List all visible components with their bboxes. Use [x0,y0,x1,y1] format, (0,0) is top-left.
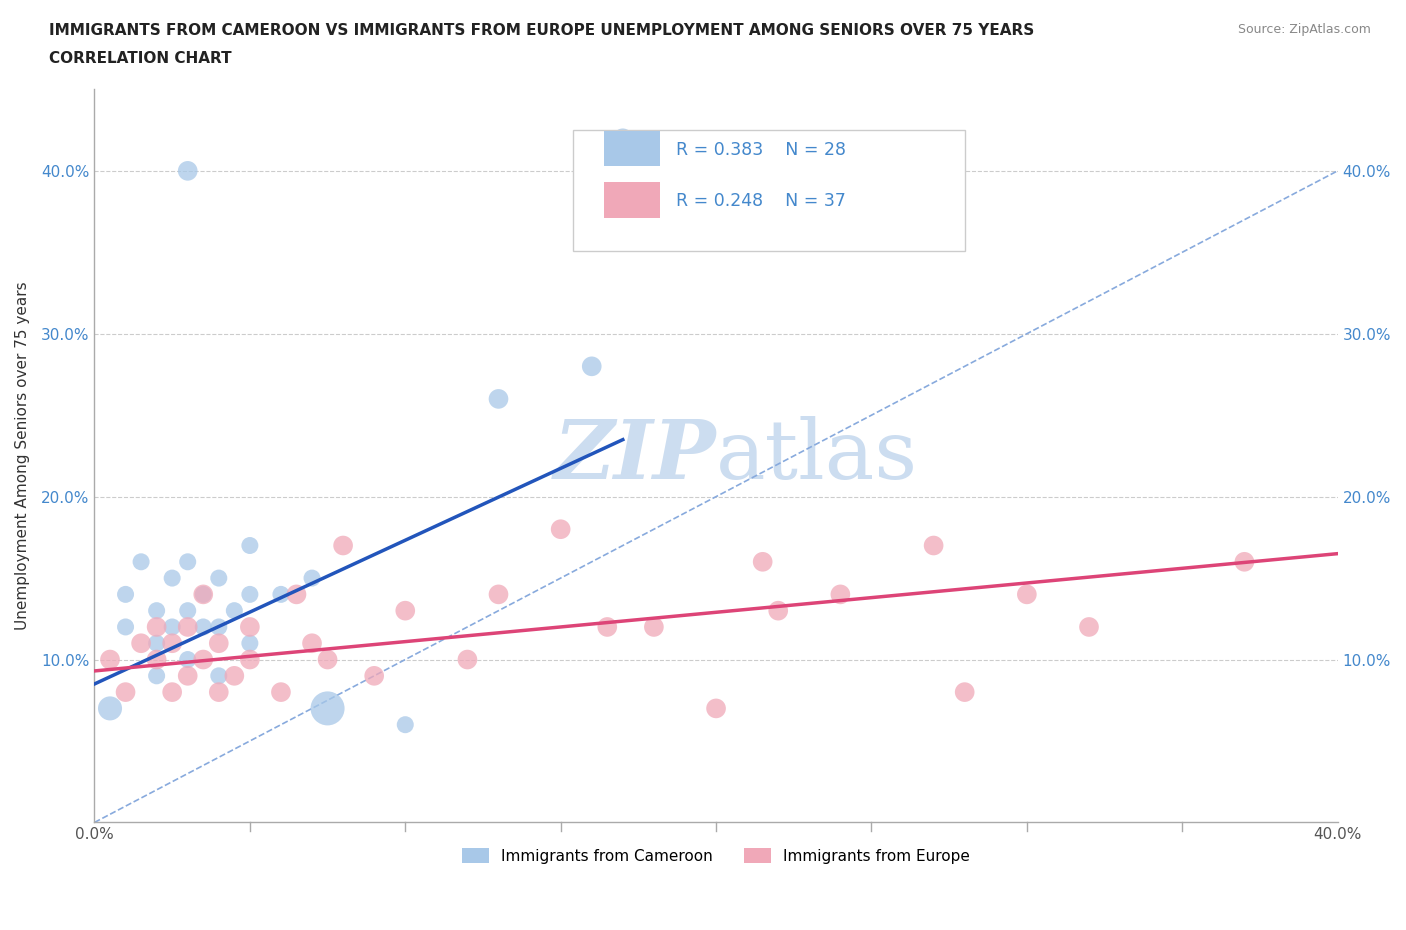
Point [332,538,354,553]
Point [239,538,262,553]
Point [177,604,200,618]
Point [581,359,603,374]
Point [224,604,246,618]
Bar [605,182,659,218]
Point [239,652,262,667]
Point [394,604,416,618]
Point [239,636,262,651]
Point [239,587,262,602]
Point [129,636,152,651]
Point [177,669,200,684]
Point [208,619,231,634]
Point [488,392,510,406]
Text: CORRELATION CHART: CORRELATION CHART [49,51,232,66]
Text: ZIP: ZIP [554,416,716,496]
Point [270,684,292,699]
Point [193,587,215,602]
Point [160,636,183,651]
Point [98,701,121,716]
Point [301,636,323,651]
Point [145,636,167,651]
Point [953,684,976,699]
FancyBboxPatch shape [574,129,965,251]
Point [456,652,478,667]
Point [488,587,510,602]
Point [224,669,246,684]
Point [160,684,183,699]
Point [922,538,945,553]
Legend: Immigrants from Cameroon, Immigrants from Europe: Immigrants from Cameroon, Immigrants fro… [456,842,977,870]
Point [98,652,121,667]
Point [193,619,215,634]
Point [830,587,852,602]
Point [193,652,215,667]
Point [177,652,200,667]
Point [208,669,231,684]
Point [270,587,292,602]
Point [114,587,136,602]
Point [704,701,727,716]
Point [1015,587,1038,602]
Point [177,164,200,179]
Point [208,571,231,586]
Point [177,619,200,634]
Point [145,669,167,684]
Text: R = 0.248    N = 37: R = 0.248 N = 37 [676,192,846,210]
Point [129,554,152,569]
Text: atlas: atlas [716,416,918,496]
Point [394,717,416,732]
Point [766,604,789,618]
Point [643,619,665,634]
Point [208,684,231,699]
Text: Source: ZipAtlas.com: Source: ZipAtlas.com [1237,23,1371,36]
Y-axis label: Unemployment Among Seniors over 75 years: Unemployment Among Seniors over 75 years [15,282,30,631]
Point [114,684,136,699]
Point [160,619,183,634]
Point [193,587,215,602]
Point [301,571,323,586]
Point [285,587,308,602]
Point [751,554,773,569]
Bar [605,131,659,166]
Point [145,652,167,667]
Point [363,669,385,684]
Point [316,701,339,716]
Point [1078,619,1101,634]
Point [208,636,231,651]
Point [550,522,572,537]
Point [596,619,619,634]
Point [612,131,634,146]
Point [316,652,339,667]
Point [239,619,262,634]
Point [160,571,183,586]
Point [114,619,136,634]
Point [1233,554,1256,569]
Point [177,554,200,569]
Text: R = 0.383    N = 28: R = 0.383 N = 28 [676,140,846,158]
Point [145,619,167,634]
Point [145,604,167,618]
Text: IMMIGRANTS FROM CAMEROON VS IMMIGRANTS FROM EUROPE UNEMPLOYMENT AMONG SENIORS OV: IMMIGRANTS FROM CAMEROON VS IMMIGRANTS F… [49,23,1035,38]
